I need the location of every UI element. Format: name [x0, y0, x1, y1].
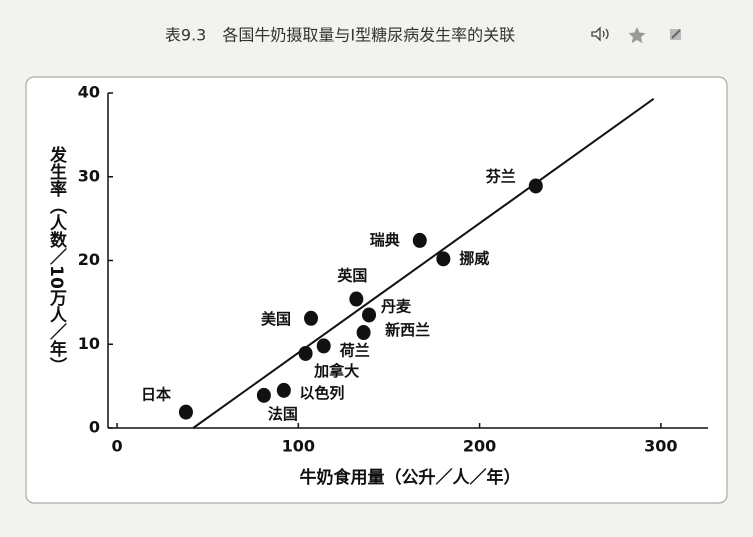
- data-point: [178, 404, 193, 420]
- data-point: [362, 307, 377, 323]
- y-axis-label: 发生率（人数／10万人／年）: [46, 145, 68, 374]
- point-label: 丹麦: [381, 297, 412, 315]
- point-label: 美国: [261, 310, 291, 328]
- point-label: 荷兰: [340, 341, 370, 359]
- point-label: 芬兰: [486, 167, 516, 185]
- data-point: [349, 291, 364, 307]
- point-label: 加拿大: [313, 362, 359, 380]
- y-tick-label: 30: [78, 166, 100, 185]
- y-tick-label: 20: [78, 250, 100, 269]
- data-point: [304, 310, 319, 326]
- point-label: 英国: [337, 267, 367, 285]
- point-label: 日本: [141, 386, 171, 404]
- data-point: [298, 345, 313, 361]
- data-point: [528, 178, 543, 194]
- point-label: 新西兰: [385, 321, 430, 339]
- data-point: [316, 338, 331, 354]
- y-tick-label: 40: [78, 83, 100, 102]
- x-tick-label: 300: [644, 437, 677, 456]
- chart-title: 表9.3 各国牛奶摄取量与Ⅰ型糖尿病发生率的关联: [165, 26, 515, 45]
- x-tick-label: 0: [111, 437, 122, 456]
- star-icon[interactable]: [628, 27, 646, 44]
- data-point: [256, 387, 271, 403]
- data-point: [276, 382, 291, 398]
- speaker-icon[interactable]: [591, 26, 609, 42]
- y-tick-label: 10: [78, 334, 100, 353]
- point-label: 法国: [268, 405, 298, 423]
- chart-frame: [25, 76, 728, 504]
- data-point: [412, 232, 427, 248]
- data-point: [356, 325, 371, 341]
- x-tick-label: 100: [282, 437, 315, 456]
- trend-line: [192, 98, 655, 429]
- data-point: [436, 251, 451, 267]
- y-tick-label: 0: [89, 418, 100, 437]
- point-label: 挪威: [459, 249, 489, 267]
- x-tick-label: 200: [463, 437, 496, 456]
- x-axis-label: 牛奶食用量（公升／人／年）: [300, 467, 521, 488]
- point-label: 以色列: [299, 384, 344, 402]
- point-label: 瑞典: [370, 231, 400, 249]
- edit-icon[interactable]: [670, 29, 681, 40]
